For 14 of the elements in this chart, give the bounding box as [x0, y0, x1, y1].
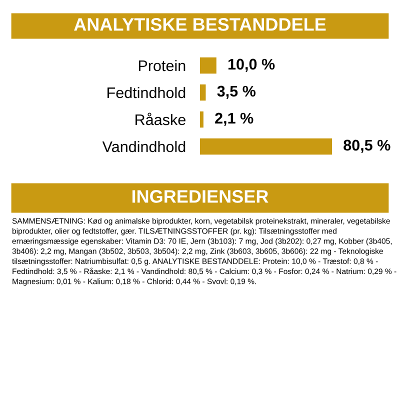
- chart-title: ANALYTISKE BESTANDDELE: [74, 18, 326, 31]
- y-tick-label: Råaske: [136, 112, 186, 126]
- data-label: 80,5 %: [344, 140, 390, 153]
- y-tick-label: Vandindhold: [102, 140, 186, 152]
- bar: [200, 84, 206, 101]
- data-label: 2,1 %: [215, 112, 254, 126]
- bar: [200, 111, 204, 128]
- text: INGREDIENSER: [132, 190, 268, 203]
- bar: [200, 57, 216, 74]
- y-tick-label: Fedtindhold: [108, 86, 186, 98]
- data-label: 10,0 %: [228, 58, 275, 72]
- data-label: 3,5 %: [217, 86, 256, 99]
- bar: [200, 138, 332, 155]
- y-tick-label: Protein: [138, 60, 186, 72]
